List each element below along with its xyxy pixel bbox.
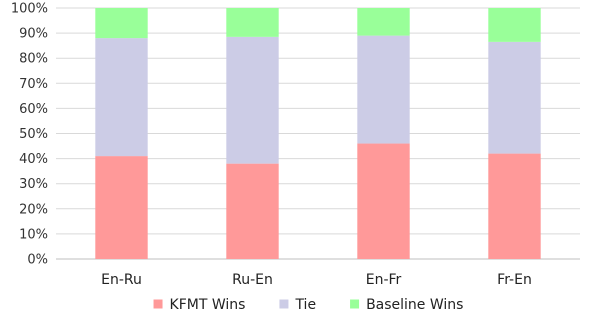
y-tick-label: 100% bbox=[11, 2, 48, 17]
legend-item: Baseline Wins bbox=[350, 297, 463, 313]
bar-segment-en-fr-baseline-wins bbox=[357, 8, 410, 36]
y-tick-label: 80% bbox=[19, 52, 48, 67]
legend-label: Baseline Wins bbox=[366, 297, 463, 313]
bar-segment-ru-en-baseline-wins bbox=[226, 8, 279, 37]
y-tick-label: 60% bbox=[19, 102, 48, 117]
legend-item: Tie bbox=[279, 297, 316, 313]
y-tick-label: 30% bbox=[19, 177, 48, 192]
bar-segment-en-ru-baseline-wins bbox=[95, 8, 148, 39]
x-tick-label: En-Fr bbox=[366, 272, 402, 288]
bar-segment-en-ru-kfmt-wins bbox=[95, 156, 148, 259]
y-tick-label: 50% bbox=[19, 127, 48, 142]
x-axis: En-Ru Ru-En En-Fr Fr-En bbox=[101, 272, 532, 288]
bar-segment-en-ru-tie bbox=[95, 38, 148, 157]
bar-segment-en-fr-kfmt-wins bbox=[357, 143, 410, 259]
legend: KFMT Wins Tie Baseline Wins bbox=[153, 297, 463, 313]
legend-swatch bbox=[153, 299, 163, 309]
legend-swatch bbox=[350, 299, 360, 309]
y-tick-label: 40% bbox=[19, 152, 48, 167]
y-tick-label: 90% bbox=[19, 27, 48, 42]
y-tick-label: 10% bbox=[19, 227, 48, 242]
y-axis: 0% 10% 20% 30% 40% 50% 60% 70% 80% 90% 100% bbox=[11, 2, 48, 268]
bar-segment-fr-en-baseline-wins bbox=[488, 8, 541, 42]
bar-segment-fr-en-kfmt-wins bbox=[488, 153, 541, 259]
bar-segment-en-fr-tie bbox=[357, 35, 410, 144]
x-tick-label: Ru-En bbox=[232, 272, 273, 288]
legend-label: KFMT Wins bbox=[170, 297, 246, 313]
legend-swatch bbox=[279, 299, 289, 309]
bar-segment-ru-en-tie bbox=[226, 36, 279, 164]
x-tick-label: Fr-En bbox=[497, 272, 532, 288]
bar-segment-fr-en-tie bbox=[488, 41, 541, 154]
x-tick-label: En-Ru bbox=[101, 272, 142, 288]
bar-segment-ru-en-kfmt-wins bbox=[226, 163, 279, 259]
legend-label: Tie bbox=[294, 297, 316, 313]
y-tick-label: 0% bbox=[27, 253, 48, 268]
y-tick-label: 20% bbox=[19, 202, 48, 217]
legend-item: KFMT Wins bbox=[153, 297, 246, 313]
y-tick-label: 70% bbox=[19, 77, 48, 92]
bars bbox=[95, 8, 541, 259]
